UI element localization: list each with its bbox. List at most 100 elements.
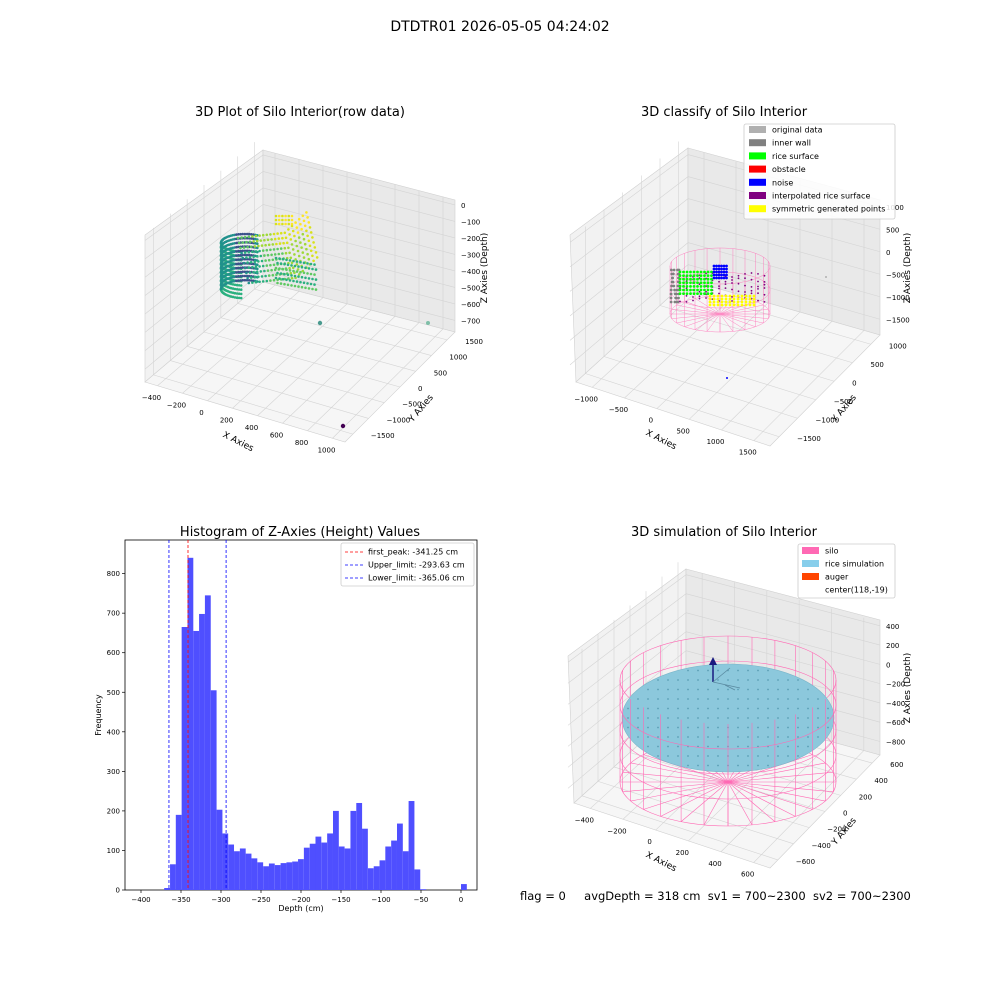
x-tick-label: −400 (142, 394, 161, 402)
data-point (239, 292, 243, 296)
class-point (731, 282, 733, 284)
rice-point (807, 717, 809, 719)
data-point (305, 229, 308, 233)
x-tick-label: 1000 (318, 446, 336, 454)
data-point (264, 274, 267, 278)
data-point (283, 246, 287, 250)
data-point (297, 254, 301, 258)
data-point (276, 281, 279, 285)
data-point (233, 263, 236, 266)
data-point (309, 231, 313, 234)
rice-point (657, 736, 659, 738)
z-tick-label: −1000 (886, 294, 910, 302)
data-point (299, 270, 302, 274)
data-point (315, 256, 319, 259)
grid-line (144, 171, 264, 260)
data-point (270, 268, 273, 272)
rice-point (697, 736, 699, 738)
histogram-bar (315, 836, 322, 890)
y-tick-label: 600 (890, 761, 903, 769)
data-point (241, 253, 244, 257)
y-tick-label: 500 (434, 369, 447, 377)
data-point (270, 238, 273, 241)
class-point (705, 290, 707, 293)
data-point (293, 253, 296, 256)
data-point (290, 274, 293, 277)
auger-marker (709, 657, 741, 691)
histogram-x-ticks: −400 −350 −300 −250 −200 −150 −100 −50 0 (131, 890, 463, 904)
data-point (309, 282, 313, 286)
class-point (718, 292, 720, 295)
histogram-bars (164, 557, 467, 890)
data-point (254, 250, 258, 253)
rice-point (827, 726, 829, 729)
class-point (736, 297, 740, 301)
silo-wireframe-front (619, 680, 837, 827)
class-point (676, 268, 679, 272)
data-point (295, 226, 299, 229)
rice-point (647, 688, 649, 691)
data-point (304, 266, 307, 270)
y-tick-label: 0 (852, 379, 856, 387)
y-tick-label: 200 (107, 807, 120, 815)
rice-point (767, 717, 769, 719)
class-point (678, 288, 682, 292)
y-tick-label: 400 (874, 777, 887, 785)
panel-simulation: 3D simulation of Silo Interior −400 −200 0… (567, 525, 913, 879)
x-tick-label: −100 (371, 896, 390, 904)
data-point (295, 270, 299, 273)
class-point (698, 297, 701, 300)
histogram-bar (362, 828, 368, 890)
rice-point (747, 726, 749, 729)
legend-swatch (749, 152, 766, 160)
rice-point (637, 698, 639, 700)
data-point (269, 248, 272, 252)
grid-line (685, 574, 881, 627)
data-point (303, 224, 307, 228)
data-point (235, 245, 238, 249)
rice-point (747, 736, 749, 738)
data-point (239, 288, 243, 292)
grid-line (254, 288, 448, 341)
data-point (277, 222, 281, 226)
class-point (744, 284, 746, 287)
rice-point (767, 698, 769, 700)
data-point (237, 241, 241, 245)
data-point (237, 275, 240, 278)
data-point (239, 274, 242, 278)
data-point (284, 251, 288, 255)
rice-point (797, 726, 799, 729)
raw-z-tick-labels: 0 −100 −200 −300 −400 −500 −600 −700 (461, 202, 480, 326)
data-point (313, 273, 316, 276)
rice-point (697, 669, 699, 672)
class-point (710, 292, 713, 295)
rice-point (717, 707, 719, 710)
data-point (293, 284, 297, 288)
data-point (251, 265, 254, 269)
silo-floor-spoke (719, 313, 764, 324)
legend-swatch (749, 165, 766, 173)
data-point (299, 241, 302, 244)
class-point (671, 276, 674, 280)
silo-floor-spoke (643, 754, 729, 783)
silo-floor-spoke (630, 762, 729, 783)
data-point (304, 276, 307, 280)
class-point (708, 294, 712, 298)
data-point (243, 251, 247, 254)
class-point (679, 287, 681, 290)
grid-line (262, 220, 456, 272)
data-point (287, 214, 291, 218)
data-point (246, 261, 249, 264)
data-point (302, 271, 306, 275)
class-point (744, 300, 748, 304)
grid-line (569, 154, 689, 243)
class-point (748, 297, 752, 301)
simulation-x-axis-label: X Axies (644, 850, 678, 874)
data-point (281, 214, 284, 218)
class-point (763, 281, 766, 283)
class-point (682, 292, 685, 295)
class-point (673, 300, 677, 304)
legend-swatch (749, 126, 766, 133)
rice-point (677, 717, 679, 719)
data-point (297, 273, 301, 276)
